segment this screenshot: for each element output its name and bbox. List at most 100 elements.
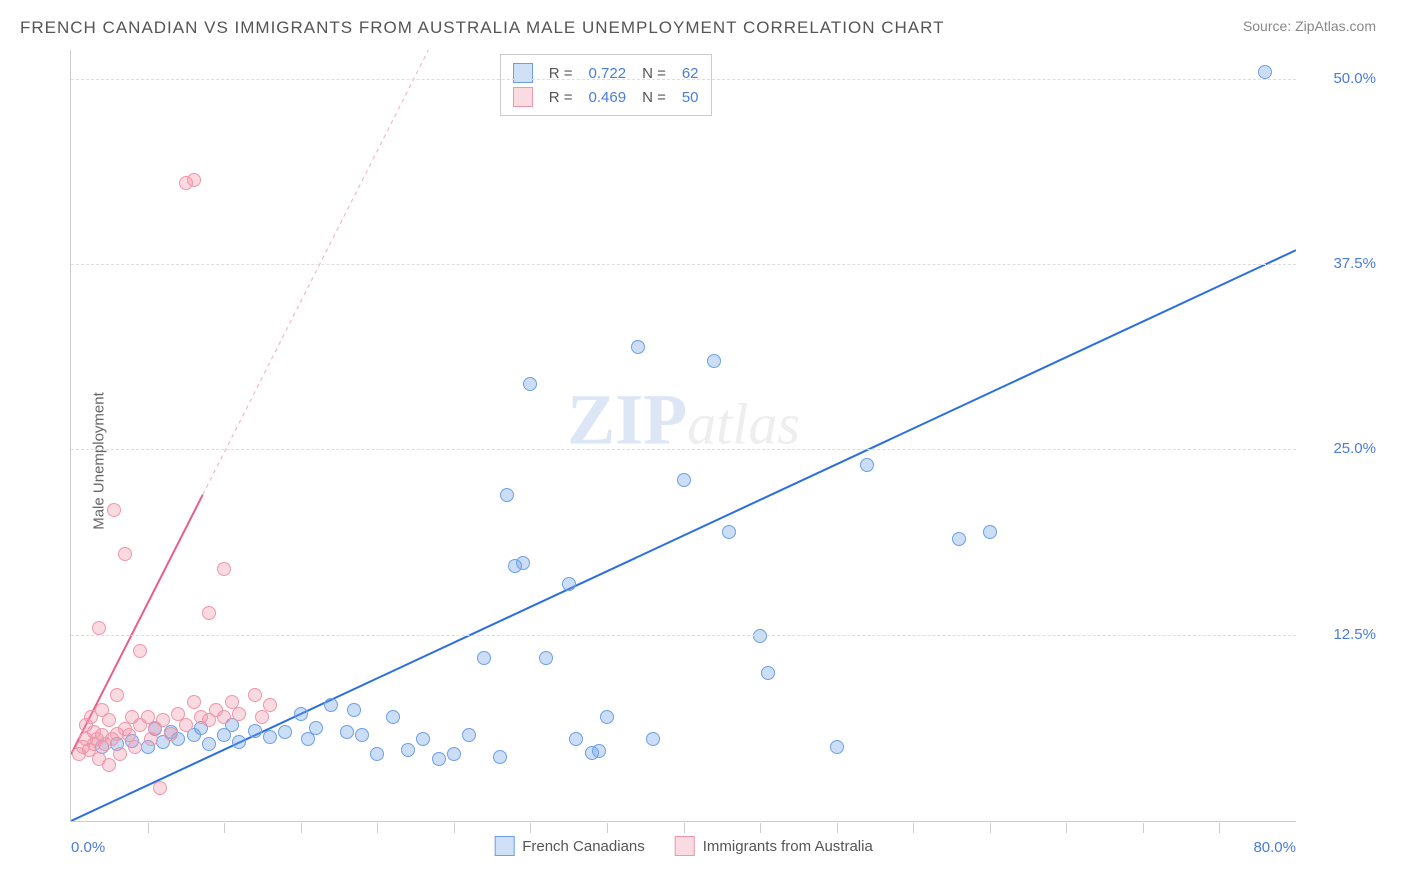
scatter-point [128,740,142,754]
x-tick [1219,823,1220,833]
scatter-point [133,644,147,658]
legend-label-0: French Canadians [522,838,645,855]
gridline-h [71,79,1296,80]
scatter-point [631,340,645,354]
scatter-point [255,710,269,724]
n-label: N = [642,89,666,106]
n-value-1: 50 [682,89,699,106]
scatter-point [347,703,361,717]
scatter-point [722,525,736,539]
legend-label-1: Immigrants from Australia [703,838,873,855]
x-tick [990,823,991,833]
scatter-point [309,721,323,735]
swatch-series-0 [494,836,514,856]
scatter-point [294,707,308,721]
scatter-point [187,173,201,187]
watermark-zip: ZIP [567,380,687,460]
scatter-point [340,725,354,739]
scatter-point [156,713,170,727]
x-tick [148,823,149,833]
legend-item-0: French Canadians [494,836,645,856]
scatter-point [110,688,124,702]
x-tick [913,823,914,833]
legend-row-series-0: R = 0.722 N = 62 [513,61,699,85]
trend-line [203,50,429,495]
scatter-point [355,728,369,742]
scatter-point [523,377,537,391]
scatter-point [401,743,415,757]
scatter-point [386,710,400,724]
scatter-point [301,732,315,746]
x-tick [224,823,225,833]
scatter-point [92,621,106,635]
scatter-point [432,752,446,766]
x-tick [454,823,455,833]
scatter-point [179,718,193,732]
scatter-point [102,713,116,727]
swatch-series-1 [675,836,695,856]
scatter-point [569,732,583,746]
scatter-point [248,724,262,738]
trend-lines [71,50,1296,821]
scatter-point [592,744,606,758]
y-tick-label: 12.5% [1306,626,1376,643]
scatter-point [232,707,246,721]
scatter-point [153,781,167,795]
scatter-point [107,503,121,517]
scatter-point [493,750,507,764]
scatter-point [753,629,767,643]
legend-row-series-1: R = 0.469 N = 50 [513,85,699,109]
gridline-h [71,635,1296,636]
scatter-point [562,577,576,591]
plot-area: ZIPatlas R = 0.722 N = 62 R = 0.469 N = … [70,50,1296,822]
scatter-point [447,747,461,761]
scatter-point [952,532,966,546]
x-axis-min-label: 0.0% [71,839,105,856]
scatter-point [830,740,844,754]
scatter-point [677,473,691,487]
chart-container: Male Unemployment ZIPatlas R = 0.722 N =… [20,50,1386,872]
x-tick [837,823,838,833]
scatter-point [202,606,216,620]
series-legend: French Canadians Immigrants from Austral… [494,836,873,856]
watermark-atlas: atlas [687,392,800,457]
scatter-point [263,730,277,744]
swatch-series-0 [513,63,533,83]
scatter-point [1258,65,1272,79]
scatter-point [646,732,660,746]
legend-item-1: Immigrants from Australia [675,836,873,856]
x-tick [684,823,685,833]
scatter-point [102,758,116,772]
x-tick [760,823,761,833]
scatter-point [477,651,491,665]
chart-title: FRENCH CANADIAN VS IMMIGRANTS FROM AUSTR… [20,18,944,38]
scatter-point [248,688,262,702]
x-tick [377,823,378,833]
source-attribution: Source: ZipAtlas.com [1243,18,1376,34]
scatter-point [164,727,178,741]
correlation-legend: R = 0.722 N = 62 R = 0.469 N = 50 [500,54,712,116]
scatter-point [462,728,476,742]
y-tick-label: 25.0% [1306,440,1376,457]
x-tick [301,823,302,833]
scatter-point [516,556,530,570]
scatter-point [416,732,430,746]
gridline-h [71,449,1296,450]
scatter-point [983,525,997,539]
r-value-1: 0.469 [589,89,627,106]
scatter-point [202,737,216,751]
scatter-point [232,735,246,749]
x-tick [1066,823,1067,833]
r-label: R = [549,89,573,106]
scatter-point [217,710,231,724]
y-tick-label: 50.0% [1306,70,1376,87]
x-tick [1143,823,1144,833]
scatter-point [600,710,614,724]
scatter-point [263,698,277,712]
scatter-point [500,488,514,502]
scatter-point [707,354,721,368]
x-tick [530,823,531,833]
scatter-point [761,666,775,680]
scatter-point [217,562,231,576]
scatter-point [370,747,384,761]
